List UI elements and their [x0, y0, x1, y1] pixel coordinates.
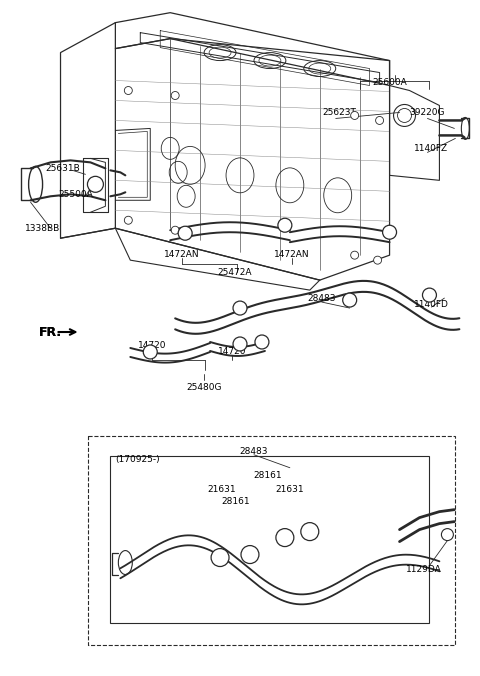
- Text: 25631B: 25631B: [45, 164, 80, 173]
- Text: 28161: 28161: [222, 497, 251, 506]
- Circle shape: [301, 523, 319, 541]
- Text: 25480G: 25480G: [186, 383, 222, 392]
- Circle shape: [87, 176, 103, 192]
- Bar: [88, 436, 456, 646]
- Text: 1472AN: 1472AN: [164, 249, 200, 259]
- Text: FR.: FR.: [38, 326, 62, 339]
- Text: 14720: 14720: [138, 341, 167, 350]
- Circle shape: [276, 529, 294, 547]
- Circle shape: [124, 216, 132, 224]
- Circle shape: [211, 548, 229, 566]
- Circle shape: [376, 116, 384, 124]
- Text: 21631: 21631: [208, 485, 236, 494]
- Circle shape: [171, 226, 179, 234]
- Circle shape: [351, 251, 359, 259]
- Text: 28161: 28161: [253, 471, 282, 480]
- Circle shape: [383, 225, 396, 239]
- Circle shape: [351, 112, 359, 120]
- Circle shape: [422, 288, 436, 302]
- Circle shape: [373, 256, 382, 264]
- Text: 14720: 14720: [218, 347, 246, 356]
- Circle shape: [343, 293, 357, 307]
- Circle shape: [144, 345, 157, 359]
- Circle shape: [124, 87, 132, 95]
- Text: 25472A: 25472A: [218, 268, 252, 276]
- Text: 28483: 28483: [240, 448, 268, 456]
- Text: 1338BB: 1338BB: [25, 224, 60, 233]
- Circle shape: [442, 529, 454, 541]
- Circle shape: [233, 301, 247, 315]
- Text: 1140FD: 1140FD: [414, 299, 449, 308]
- Text: 25623T: 25623T: [323, 108, 357, 117]
- Circle shape: [233, 337, 247, 351]
- Text: 28483: 28483: [308, 293, 336, 303]
- Circle shape: [171, 91, 179, 99]
- Circle shape: [178, 226, 192, 240]
- Text: 1472AN: 1472AN: [274, 249, 310, 259]
- Text: 21631: 21631: [276, 485, 304, 494]
- Text: 1140FZ: 1140FZ: [414, 144, 448, 153]
- Text: 25500A: 25500A: [58, 190, 93, 199]
- Text: 25600A: 25600A: [372, 78, 407, 87]
- Bar: [110, 456, 430, 623]
- Circle shape: [241, 546, 259, 564]
- Text: 1129DA: 1129DA: [406, 565, 441, 574]
- Text: (170925-): (170925-): [115, 455, 160, 464]
- Circle shape: [255, 335, 269, 349]
- Text: 39220G: 39220G: [410, 108, 445, 117]
- Text: FR.: FR.: [38, 326, 62, 339]
- Circle shape: [278, 218, 292, 233]
